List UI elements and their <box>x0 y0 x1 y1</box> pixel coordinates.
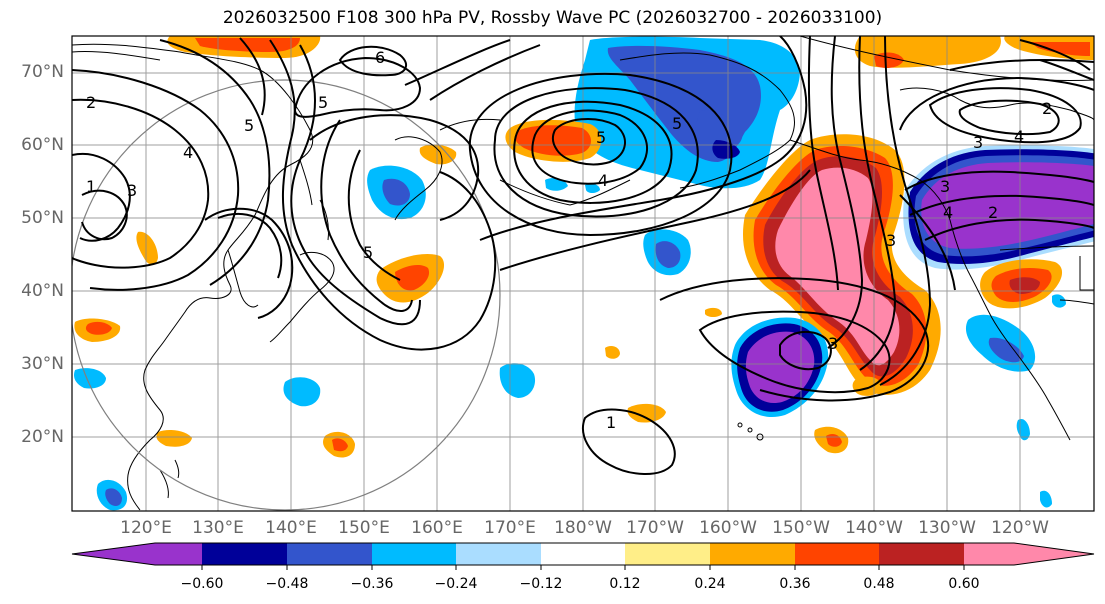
lon-label-120e: 120°E <box>120 518 172 538</box>
colorbar-segment <box>456 543 541 565</box>
contour-label: 5 <box>318 93 328 112</box>
pv-contours <box>72 36 1094 475</box>
reference-circle <box>72 79 501 511</box>
contour-label: 3 <box>127 181 137 200</box>
lon-label-120w: 120°W <box>991 518 1049 538</box>
lon-label-140e: 140°E <box>265 518 317 538</box>
lon-label-150w: 150°W <box>772 518 830 538</box>
colorbar-segment <box>202 543 287 565</box>
colorbar-segment <box>372 543 456 565</box>
contour-label: 4 <box>598 171 608 190</box>
colorbar-tick-label: 0.60 <box>948 576 980 592</box>
contour-label: 4 <box>1014 127 1024 146</box>
lon-label-160e: 160°E <box>411 518 463 538</box>
contour-label: 2 <box>86 93 96 112</box>
colorbar-tick-label: 0.12 <box>609 576 641 592</box>
contour-label: 4 <box>183 143 193 162</box>
contour-label: 6 <box>375 48 385 67</box>
contour-label: 5 <box>363 243 373 262</box>
contour-label: 3 <box>828 334 838 353</box>
colorbar-tick-label: −0.48 <box>265 576 309 592</box>
lon-label-150e: 150°E <box>338 518 390 538</box>
colorbar-segment <box>795 543 879 565</box>
map-title: 2026032500 F108 300 hPa PV, Rossby Wave … <box>222 8 883 28</box>
colorbar-segment <box>964 543 1014 565</box>
contour-label: 2 <box>988 203 998 222</box>
contour-labels: 2 1 3 4 5 6 5 5 5 5 4 3 3 2 4 3 1 2 3 4 <box>86 48 1052 432</box>
contour-label: 5 <box>596 128 606 147</box>
colorbar-segment <box>541 543 625 565</box>
contour-label: 3 <box>886 231 896 250</box>
contour-label: 5 <box>672 114 682 133</box>
lon-label-170w: 170°W <box>626 518 684 538</box>
colorbar-tick-label: −0.60 <box>180 576 224 592</box>
contour-label: 2 <box>1042 99 1052 118</box>
contour-label: 1 <box>606 413 616 432</box>
contour-label: 5 <box>244 116 254 135</box>
map-frame <box>71 35 1095 512</box>
colorbar-segment <box>287 543 372 565</box>
colorbar-tick-label: 0.24 <box>694 576 726 592</box>
pv-anomaly-shading <box>74 36 1094 511</box>
contour-label: 4 <box>943 203 953 222</box>
colorbar-segment <box>710 543 795 565</box>
colorbar-segment <box>155 543 202 565</box>
lat-label-20n: 20°N <box>21 427 64 447</box>
lon-label-180w: 180°W <box>554 518 612 538</box>
colorbar-segment <box>625 543 710 565</box>
colorbar-tick-label: −0.12 <box>519 576 563 592</box>
colorbar-extend-max <box>1014 543 1094 565</box>
lon-label-140w: 140°W <box>845 518 903 538</box>
contour-label: 1 <box>86 177 96 196</box>
lat-label-40n: 40°N <box>21 281 64 301</box>
colorbar-segment <box>879 543 964 565</box>
colorbar-tick-label: 0.36 <box>779 576 811 592</box>
lat-label-50n: 50°N <box>21 208 64 228</box>
lon-label-170e: 170°E <box>484 518 536 538</box>
contour-label: 3 <box>973 133 983 152</box>
colorbar-tick-label: −0.36 <box>350 576 394 592</box>
contour-label: 3 <box>940 177 950 196</box>
lon-label-130w: 130°W <box>918 518 976 538</box>
colorbar <box>71 542 1095 570</box>
lon-label-130e: 130°E <box>192 518 244 538</box>
lon-label-160w: 160°W <box>699 518 757 538</box>
colorbar-extend-min <box>72 543 155 565</box>
lat-label-60n: 60°N <box>21 135 64 155</box>
colorbar-tick-label: −0.24 <box>434 576 478 592</box>
lat-label-70n: 70°N <box>21 62 64 82</box>
colorbar-tick-label: 0.48 <box>863 576 895 592</box>
lat-label-30n: 30°N <box>21 354 64 374</box>
